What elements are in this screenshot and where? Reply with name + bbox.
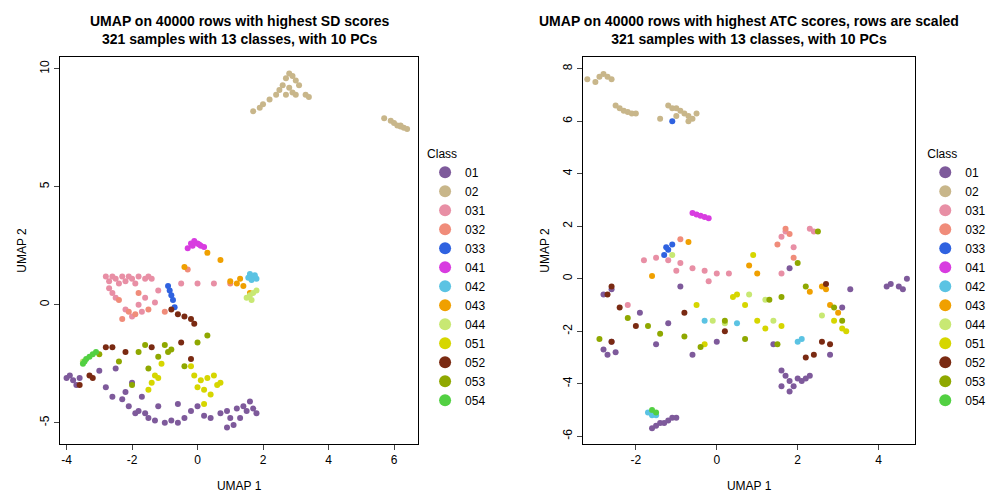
svg-text:042: 042 bbox=[465, 280, 485, 294]
svg-text:054: 054 bbox=[465, 394, 485, 408]
svg-text:-6: -6 bbox=[561, 429, 575, 440]
svg-text:041: 041 bbox=[465, 261, 485, 275]
svg-text:8: 8 bbox=[561, 63, 575, 70]
svg-text:053: 053 bbox=[965, 375, 985, 389]
svg-text:2: 2 bbox=[561, 221, 575, 228]
svg-text:044: 044 bbox=[965, 318, 985, 332]
svg-text:01: 01 bbox=[465, 166, 479, 180]
svg-text:0: 0 bbox=[561, 273, 575, 280]
svg-text:033: 033 bbox=[965, 242, 985, 256]
svg-text:054: 054 bbox=[965, 394, 985, 408]
svg-text:5: 5 bbox=[38, 181, 52, 188]
svg-text:041: 041 bbox=[965, 261, 985, 275]
svg-text:031: 031 bbox=[465, 204, 485, 218]
svg-text:031: 031 bbox=[965, 204, 985, 218]
svg-text:Class: Class bbox=[427, 147, 457, 161]
svg-text:-4: -4 bbox=[61, 453, 72, 467]
svg-text:01: 01 bbox=[965, 166, 979, 180]
svg-text:4: 4 bbox=[875, 453, 882, 467]
svg-text:4: 4 bbox=[325, 453, 332, 467]
svg-text:051: 051 bbox=[465, 337, 485, 351]
svg-text:0: 0 bbox=[38, 299, 52, 306]
svg-text:042: 042 bbox=[965, 280, 985, 294]
svg-text:-2: -2 bbox=[127, 453, 138, 467]
svg-text:02: 02 bbox=[965, 185, 979, 199]
svg-text:UMAP 1: UMAP 1 bbox=[727, 479, 772, 493]
svg-text:052: 052 bbox=[465, 356, 485, 370]
svg-text:0: 0 bbox=[713, 453, 720, 467]
svg-text:032: 032 bbox=[965, 223, 985, 237]
svg-text:10: 10 bbox=[38, 60, 52, 74]
svg-text:6: 6 bbox=[561, 116, 575, 123]
svg-text:2: 2 bbox=[260, 453, 267, 467]
svg-text:02: 02 bbox=[465, 185, 479, 199]
svg-text:044: 044 bbox=[465, 318, 485, 332]
svg-text:043: 043 bbox=[965, 299, 985, 313]
svg-text:4: 4 bbox=[561, 168, 575, 175]
svg-text:2: 2 bbox=[794, 453, 801, 467]
svg-text:UMAP on 40000 rows with highes: UMAP on 40000 rows with highest ATC scor… bbox=[539, 13, 959, 47]
svg-text:032: 032 bbox=[465, 223, 485, 237]
svg-text:UMAP 2: UMAP 2 bbox=[15, 228, 29, 273]
svg-text:-4: -4 bbox=[561, 376, 575, 387]
svg-text:UMAP on 40000 rows with highes: UMAP on 40000 rows with highest SD score… bbox=[90, 13, 389, 47]
svg-text:-2: -2 bbox=[631, 453, 642, 467]
svg-text:6: 6 bbox=[391, 453, 398, 467]
svg-text:052: 052 bbox=[965, 356, 985, 370]
svg-text:053: 053 bbox=[465, 375, 485, 389]
svg-text:UMAP 1: UMAP 1 bbox=[217, 479, 262, 493]
svg-text:UMAP 2: UMAP 2 bbox=[538, 228, 552, 273]
svg-text:-2: -2 bbox=[561, 324, 575, 335]
svg-text:051: 051 bbox=[965, 337, 985, 351]
svg-text:043: 043 bbox=[465, 299, 485, 313]
svg-text:033: 033 bbox=[465, 242, 485, 256]
svg-text:Class: Class bbox=[927, 147, 957, 161]
svg-text:0: 0 bbox=[194, 453, 201, 467]
svg-text:-5: -5 bbox=[38, 415, 52, 426]
